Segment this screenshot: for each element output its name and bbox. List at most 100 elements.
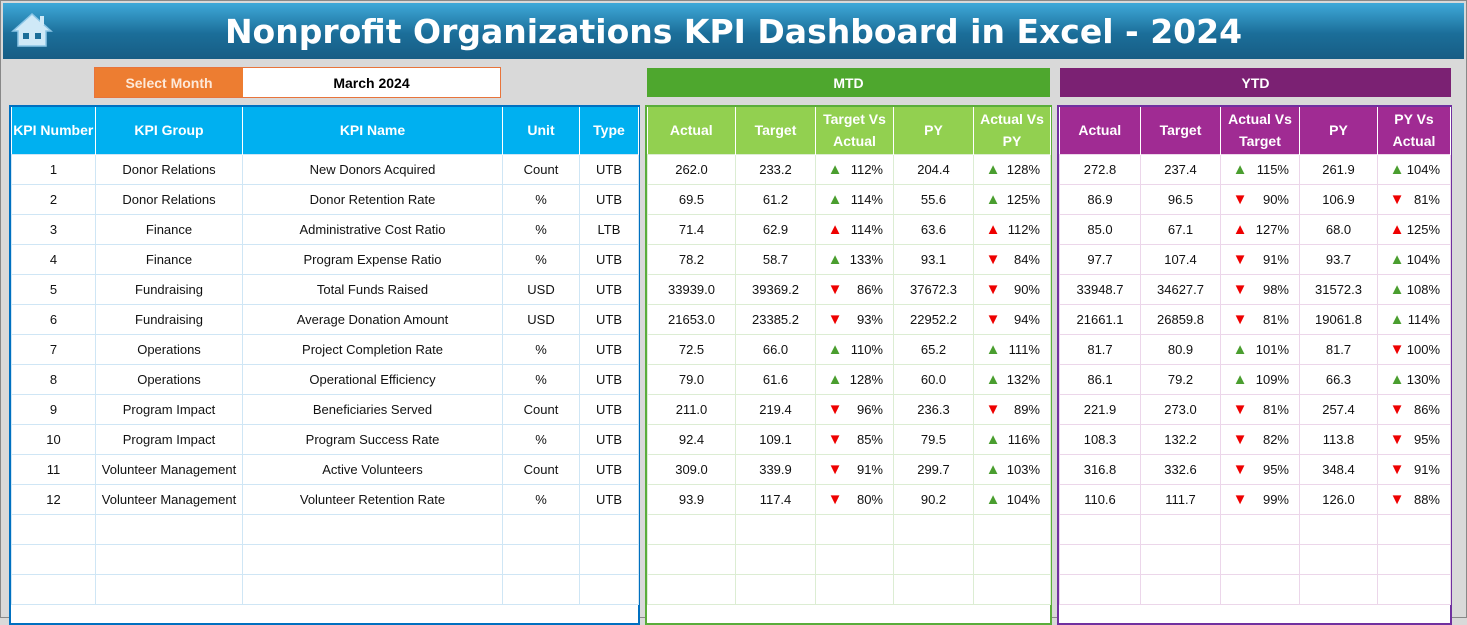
comparison-cell: ▲ 132% xyxy=(973,363,1051,395)
empty-row xyxy=(647,513,1051,545)
py-cell: 37672.3 xyxy=(893,273,974,305)
table-row: 81.7 80.9 ▲ 101% 81.7 ▼ 100% xyxy=(1059,333,1451,365)
kpi-cell: Count xyxy=(502,153,580,185)
arrow-up-icon: ▲ xyxy=(1232,370,1248,388)
column-header: Actual xyxy=(647,107,736,154)
table-row: 1 Donor Relations New Donors Acquired Count… xyxy=(11,153,639,185)
kpi-cell: Program Impact xyxy=(95,393,243,425)
column-header: Type xyxy=(579,107,639,154)
actual-cell: 86.9 xyxy=(1059,183,1141,215)
comparison-cell: ▲ 128% xyxy=(815,363,894,395)
arrow-down-icon: ▼ xyxy=(827,460,843,478)
month-dropdown[interactable]: March 2024 xyxy=(243,68,500,97)
target-cell: 58.7 xyxy=(735,243,816,275)
comparison-cell: ▲ 128% xyxy=(973,153,1051,185)
empty-cell xyxy=(242,513,503,545)
percent-value: 114% xyxy=(850,221,883,237)
percent-value: 104% xyxy=(1406,161,1440,177)
column-header: Target xyxy=(735,107,816,154)
comparison-cell: ▼ 91% xyxy=(1377,453,1451,485)
kpi-cell: Count xyxy=(502,393,580,425)
empty-cell xyxy=(1220,513,1300,545)
kpi-cell: Volunteer Retention Rate xyxy=(242,483,503,515)
comparison-cell: ▲ 114% xyxy=(815,213,894,245)
target-cell: 26859.8 xyxy=(1140,303,1221,335)
percent-value: 85% xyxy=(856,431,883,447)
home-icon[interactable] xyxy=(11,11,53,49)
comparison-cell: ▲ 125% xyxy=(1377,213,1451,245)
target-cell: 117.4 xyxy=(735,483,816,515)
empty-cell xyxy=(647,513,736,545)
arrow-up-icon: ▲ xyxy=(985,220,1001,238)
comparison-cell: ▲ 108% xyxy=(1377,273,1451,305)
arrow-down-icon: ▼ xyxy=(1389,460,1405,478)
kpi-cell: UTB xyxy=(579,483,639,515)
empty-cell xyxy=(579,573,639,605)
arrow-down-icon: ▼ xyxy=(827,280,843,298)
percent-value: 112% xyxy=(1007,221,1040,237)
arrow-up-icon: ▲ xyxy=(827,250,843,268)
actual-cell: 93.9 xyxy=(647,483,736,515)
percent-value: 104% xyxy=(1406,251,1440,267)
comparison-cell: ▼ 81% xyxy=(1220,303,1300,335)
kpi-cell: % xyxy=(502,213,580,245)
py-cell: 348.4 xyxy=(1299,453,1378,485)
mtd-section-label: MTD xyxy=(647,68,1050,97)
empty-row xyxy=(11,543,639,575)
table-row: 93.9 117.4 ▼ 80% 90.2 ▲ 104% xyxy=(647,483,1051,515)
table-row: 97.7 107.4 ▼ 91% 93.7 ▲ 104% xyxy=(1059,243,1451,275)
empty-cell xyxy=(815,513,894,545)
empty-cell xyxy=(1220,543,1300,575)
arrow-down-icon: ▼ xyxy=(1232,190,1248,208)
actual-cell: 86.1 xyxy=(1059,363,1141,395)
kpi-cell: Operational Efficiency xyxy=(242,363,503,395)
kpi-cell: Total Funds Raised xyxy=(242,273,503,305)
column-header: Target Vs Actual xyxy=(815,107,894,154)
title-bar: Nonprofit Organizations KPI Dashboard in… xyxy=(3,3,1464,59)
kpi-cell: Program Impact xyxy=(95,423,243,455)
arrow-up-icon: ▲ xyxy=(827,370,843,388)
empty-cell xyxy=(893,513,974,545)
target-cell: 79.2 xyxy=(1140,363,1221,395)
actual-cell: 71.4 xyxy=(647,213,736,245)
kpi-cell: % xyxy=(502,363,580,395)
empty-cell xyxy=(242,543,503,575)
py-cell: 60.0 xyxy=(893,363,974,395)
empty-cell xyxy=(1140,543,1221,575)
percent-value: 115% xyxy=(1256,161,1289,177)
kpi-cell: Donor Relations xyxy=(95,183,243,215)
kpi-cell: Volunteer Management xyxy=(95,453,243,485)
comparison-cell: ▲ 111% xyxy=(973,333,1051,365)
table-row: 9 Program Impact Beneficiaries Served Count… xyxy=(11,393,639,425)
target-cell: 66.0 xyxy=(735,333,816,365)
comparison-cell: ▼ 93% xyxy=(815,303,894,335)
table-row: 72.5 66.0 ▲ 110% 65.2 ▲ 111% xyxy=(647,333,1051,365)
py-cell: 79.5 xyxy=(893,423,974,455)
kpi-cell: 1 xyxy=(11,153,96,185)
empty-cell xyxy=(1059,543,1141,575)
percent-value: 99% xyxy=(1262,491,1289,507)
empty-row xyxy=(647,573,1051,605)
percent-value: 100% xyxy=(1406,341,1440,357)
empty-cell xyxy=(893,573,974,605)
empty-row xyxy=(1059,513,1451,545)
empty-cell xyxy=(647,573,736,605)
comparison-cell: ▼ 91% xyxy=(815,453,894,485)
kpi-cell: Active Volunteers xyxy=(242,453,503,485)
py-cell: 299.7 xyxy=(893,453,974,485)
kpi-cell: 6 xyxy=(11,303,96,335)
arrow-down-icon: ▼ xyxy=(1232,430,1248,448)
kpi-cell: 2 xyxy=(11,183,96,215)
arrow-down-icon: ▼ xyxy=(985,280,1001,298)
empty-cell xyxy=(579,543,639,575)
empty-cell xyxy=(1059,573,1141,605)
empty-row xyxy=(11,573,639,605)
comparison-cell: ▼ 90% xyxy=(1220,183,1300,215)
empty-cell xyxy=(973,543,1051,575)
kpi-cell: Fundraising xyxy=(95,273,243,305)
py-cell: 113.8 xyxy=(1299,423,1378,455)
kpi-cell: UTB xyxy=(579,183,639,215)
percent-value: 93% xyxy=(856,311,883,327)
kpi-cell: Donor Retention Rate xyxy=(242,183,503,215)
target-cell: 23385.2 xyxy=(735,303,816,335)
